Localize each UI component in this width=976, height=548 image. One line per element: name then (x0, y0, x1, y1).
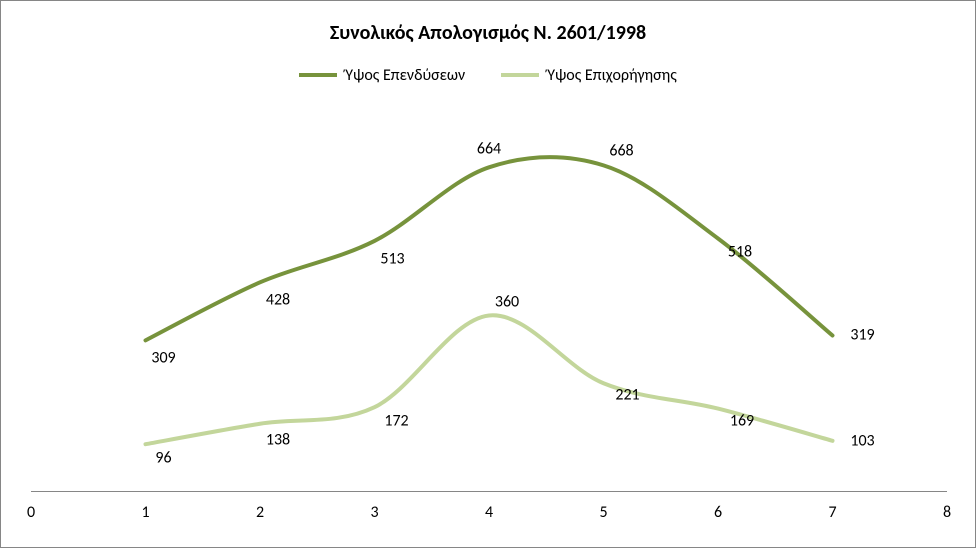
x-tick-label: 5 (599, 503, 607, 522)
data-label: 319 (850, 326, 874, 345)
data-label: 138 (266, 430, 290, 449)
data-label: 172 (384, 412, 408, 431)
data-label: 360 (495, 292, 519, 311)
chart-lines-svg (31, 101, 947, 491)
data-label: 96 (155, 449, 171, 468)
plot-area: 0123456783094285136646685183199613817236… (31, 101, 947, 491)
x-tick-label: 8 (943, 503, 951, 522)
data-label: 518 (728, 243, 752, 262)
data-label: 428 (266, 291, 290, 310)
legend-item: Ύψος Επιχορήγησης (501, 66, 677, 85)
data-label: 169 (730, 411, 754, 430)
legend-swatch (501, 73, 539, 77)
x-tick-label: 1 (141, 503, 149, 522)
legend: Ύψος Επενδύσεων Ύψος Επιχορήγησης (1, 63, 975, 85)
data-label: 221 (615, 386, 639, 405)
legend-label: Ύψος Επιχορήγησης (547, 66, 677, 85)
x-tick-label: 7 (828, 503, 836, 522)
chart-title: Συνολικός Απολογισμός Ν. 2601/1998 (1, 21, 975, 45)
data-label: 664 (477, 140, 501, 159)
data-label: 309 (151, 349, 175, 368)
x-axis-line (31, 491, 947, 492)
x-tick-label: 4 (485, 503, 493, 522)
data-label: 513 (380, 249, 404, 268)
data-label: 668 (609, 142, 633, 161)
legend-item: Ύψος Επενδύσεων (299, 66, 465, 85)
x-tick-label: 3 (370, 503, 378, 522)
x-tick-label: 6 (714, 503, 722, 522)
x-tick-label: 2 (256, 503, 264, 522)
data-label: 103 (850, 431, 874, 450)
x-tick-label: 0 (27, 503, 35, 522)
chart-container: Συνολικός Απολογισμός Ν. 2601/1998 Ύψος … (0, 0, 976, 548)
legend-label: Ύψος Επενδύσεων (345, 66, 465, 85)
legend-swatch (299, 73, 337, 77)
